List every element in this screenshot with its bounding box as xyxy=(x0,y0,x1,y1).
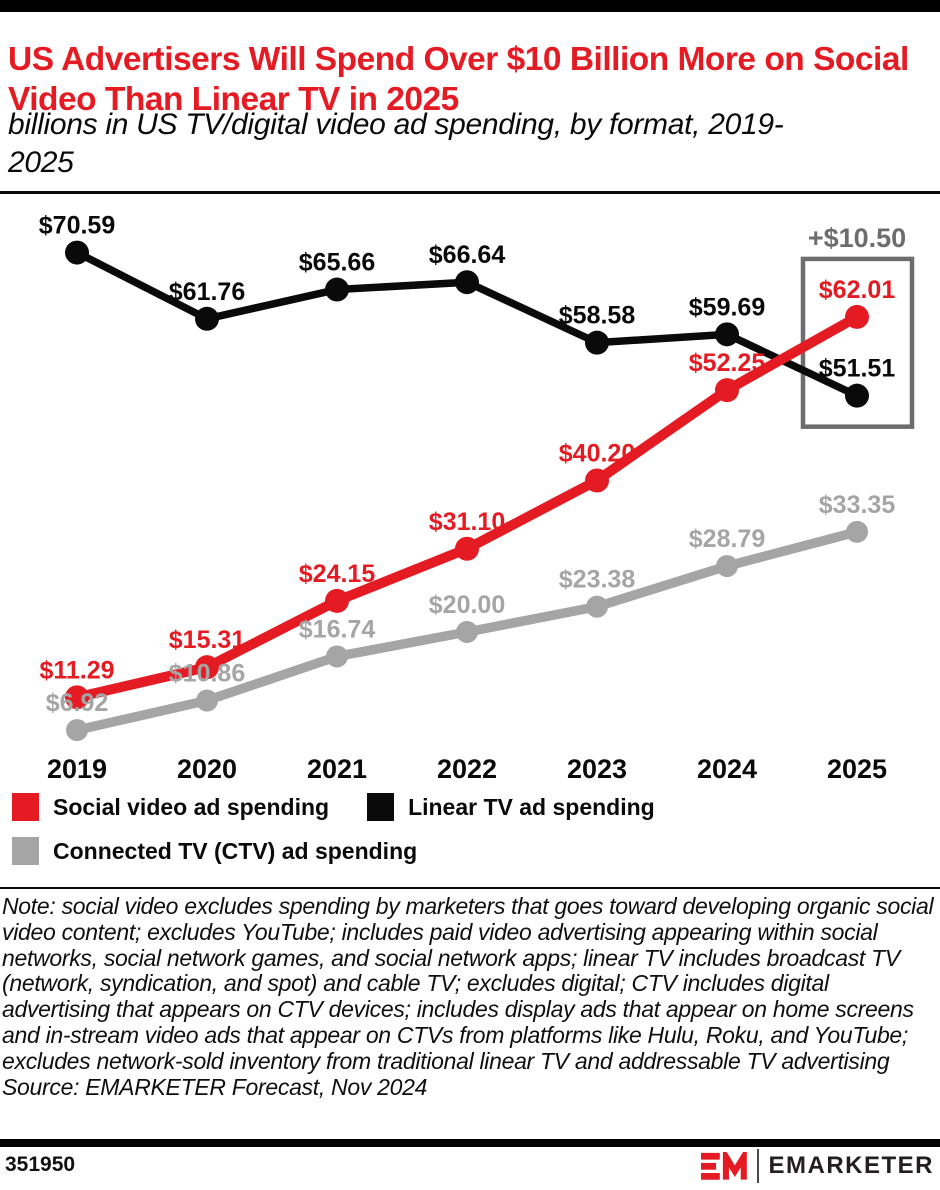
data-point-linear-tv-ad-spending-2025 xyxy=(845,383,869,408)
data-label-connected-tv-ctv-ad-spending-2019: $6.92 xyxy=(46,689,109,717)
data-label-linear-tv-ad-spending-2024: $59.69 xyxy=(689,293,765,321)
x-axis-label-2023: 2023 xyxy=(567,754,627,784)
x-axis-label-2024: 2024 xyxy=(697,754,757,784)
data-label-social-video-ad-spending-2022: $31.10 xyxy=(429,508,505,536)
data-label-linear-tv-ad-spending-2025: $51.51 xyxy=(819,355,896,383)
logo-divider xyxy=(757,1149,760,1183)
data-label-social-video-ad-spending-2023: $40.20 xyxy=(559,440,635,468)
source-text: Source: EMARKETER Forecast, Nov 2024 xyxy=(2,1073,428,1100)
data-point-social-video-ad-spending-2024 xyxy=(715,378,739,403)
x-axis-label-2019: 2019 xyxy=(47,754,107,784)
legend-item-social-video: Social video ad spending xyxy=(12,793,329,821)
data-point-linear-tv-ad-spending-2019 xyxy=(65,240,89,265)
data-label-connected-tv-ctv-ad-spending-2023: $23.38 xyxy=(559,566,636,594)
data-label-social-video-ad-spending-2020: $15.31 xyxy=(169,626,246,654)
data-label-social-video-ad-spending-2024: $52.25 xyxy=(689,349,766,377)
legend-item-linear-tv: Linear TV ad spending xyxy=(367,793,655,821)
x-axis-label-2021: 2021 xyxy=(307,754,367,784)
data-label-social-video-ad-spending-2019: $11.29 xyxy=(39,656,114,684)
data-point-connected-tv-ctv-ad-spending-2019 xyxy=(66,719,88,742)
data-label-social-video-ad-spending-2021: $24.15 xyxy=(299,560,376,588)
data-point-connected-tv-ctv-ad-spending-2023 xyxy=(586,595,608,618)
data-label-connected-tv-ctv-ad-spending-2024: $28.79 xyxy=(689,525,765,553)
chart-area: $6.92 $10.86 $16.74 $20.00 $23.38 $28.79 $33.3… xyxy=(0,195,940,795)
chart-id: 351950 xyxy=(5,1153,76,1176)
footnote-text: Note: social video excludes spending by … xyxy=(2,893,934,1074)
data-point-social-video-ad-spending-2022 xyxy=(455,536,479,561)
footnote-block: Note: social video excludes spending by … xyxy=(2,893,938,1100)
legend-label-social-video: Social video ad spending xyxy=(53,793,330,820)
emarketer-monogram-icon xyxy=(701,1151,748,1180)
data-point-social-video-ad-spending-2020 xyxy=(195,655,219,680)
data-point-linear-tv-ad-spending-2021 xyxy=(325,277,349,302)
legend-row-2: Connected TV (CTV) ad spending xyxy=(12,837,932,865)
data-label-connected-tv-ctv-ad-spending-2022: $20.00 xyxy=(429,591,505,619)
data-point-connected-tv-ctv-ad-spending-2021 xyxy=(326,645,348,668)
data-point-connected-tv-ctv-ad-spending-2025 xyxy=(846,520,868,543)
data-point-linear-tv-ad-spending-2023 xyxy=(585,330,609,355)
data-point-social-video-ad-spending-2025 xyxy=(845,304,869,329)
brand-name: EMARKETER xyxy=(768,1152,934,1179)
legend-row-1: Social video ad spending Linear TV ad sp… xyxy=(12,793,932,821)
data-point-connected-tv-ctv-ad-spending-2020 xyxy=(196,689,218,712)
emarketer-logo: EMARKETER xyxy=(701,1147,934,1185)
data-point-social-video-ad-spending-2019 xyxy=(65,685,89,710)
data-point-linear-tv-ad-spending-2022 xyxy=(455,270,479,295)
annotation-label: +$10.50 xyxy=(808,223,906,253)
header-divider xyxy=(0,191,940,194)
legend-swatch-linear-tv-icon xyxy=(367,793,395,821)
footer-black-bar xyxy=(0,1139,940,1147)
legend-item-ctv: Connected TV (CTV) ad spending xyxy=(12,837,417,865)
page-subtitle: billions in US TV/digital video ad spend… xyxy=(8,108,784,179)
data-label-connected-tv-ctv-ad-spending-2020: $10.86 xyxy=(169,660,245,688)
data-point-social-video-ad-spending-2023 xyxy=(585,468,609,493)
page-title: US Advertisers Will Spend Over $10 Billi… xyxy=(8,41,909,118)
x-axis-label-2020: 2020 xyxy=(177,754,237,784)
spending-line-chart: $6.92 $10.86 $16.74 $20.00 $23.38 $28.79 $33.3… xyxy=(39,212,915,784)
data-point-connected-tv-ctv-ad-spending-2024 xyxy=(716,555,738,578)
legend-label-linear-tv: Linear TV ad spending xyxy=(408,793,655,820)
legend-swatch-social-video-icon xyxy=(12,793,39,821)
note-divider xyxy=(0,887,940,889)
data-label-linear-tv-ad-spending-2019: $70.59 xyxy=(39,212,115,240)
data-point-linear-tv-ad-spending-2024 xyxy=(715,322,739,347)
data-label-linear-tv-ad-spending-2021: $65.66 xyxy=(299,249,375,277)
data-point-linear-tv-ad-spending-2020 xyxy=(195,306,219,331)
data-label-linear-tv-ad-spending-2022: $66.64 xyxy=(429,241,506,269)
data-label-connected-tv-ctv-ad-spending-2025: $33.35 xyxy=(819,491,896,519)
legend-swatch-ctv-icon xyxy=(12,837,39,865)
legend-label-ctv: Connected TV (CTV) ad spending xyxy=(53,837,418,864)
top-black-bar xyxy=(0,0,940,12)
x-axis-label-2025: 2025 xyxy=(827,754,887,784)
x-axis-label-2022: 2022 xyxy=(437,754,497,784)
data-label-linear-tv-ad-spending-2023: $58.58 xyxy=(559,302,636,330)
data-label-linear-tv-ad-spending-2020: $61.76 xyxy=(169,278,245,306)
data-point-connected-tv-ctv-ad-spending-2022 xyxy=(456,621,478,643)
chart-legend: Social video ad spending Linear TV ad sp… xyxy=(12,793,932,881)
data-label-connected-tv-ctv-ad-spending-2021: $16.74 xyxy=(299,615,376,643)
data-label-social-video-ad-spending-2025: $62.01 xyxy=(819,276,896,304)
data-point-social-video-ad-spending-2021 xyxy=(325,588,349,613)
